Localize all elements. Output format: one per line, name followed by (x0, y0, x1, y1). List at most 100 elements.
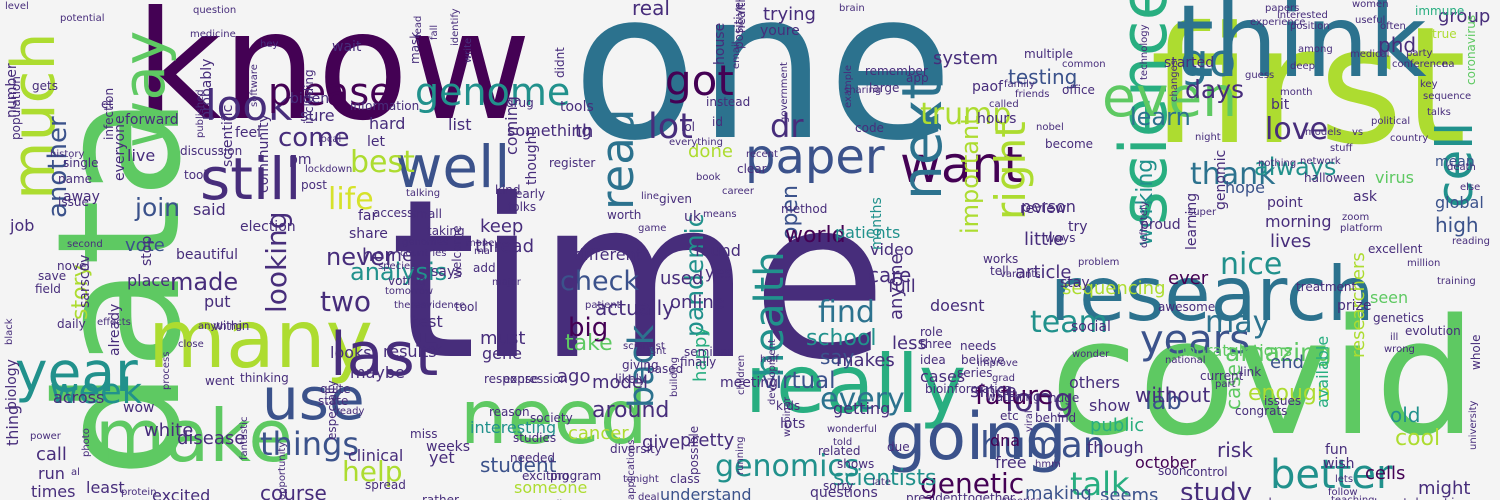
word-tools: tools (560, 99, 594, 115)
word-national: national (1165, 355, 1206, 366)
word-common: common (1062, 59, 1106, 70)
word-tool: tool (455, 300, 478, 314)
word-never: never (326, 243, 395, 271)
word-party: party (1406, 48, 1433, 59)
word-analysis: analysis (350, 258, 448, 286)
word-power: power (30, 431, 61, 442)
word-bit: bit (1271, 97, 1290, 113)
word-death: death (1447, 162, 1476, 173)
word-wonder: wonder (1072, 349, 1110, 360)
word-grad: grad (992, 373, 1015, 384)
word-among: among (1298, 44, 1333, 55)
word-issue: issue (58, 195, 89, 209)
word-major: major (492, 277, 521, 288)
word-show: show (1089, 396, 1131, 415)
word-time: time (390, 152, 888, 408)
word-discussion: discussion (180, 144, 243, 158)
word-immune: immune (1415, 4, 1465, 18)
word-october: october (1135, 453, 1197, 472)
word-process: process (161, 351, 172, 390)
word-multiple: multiple (1024, 47, 1074, 61)
word-lives: lives (1270, 231, 1312, 252)
word-paper: paper (745, 129, 885, 185)
word-full: full (888, 276, 916, 297)
word-clinical: clinical (348, 446, 404, 465)
word-reading: reading (1452, 236, 1490, 247)
word-didnt: didnt (553, 47, 567, 78)
word-really: really (745, 338, 967, 431)
word-free: free (995, 453, 1027, 472)
word-little: little (1024, 229, 1065, 250)
word-country: country (1390, 133, 1429, 144)
word-morning: morning (1265, 212, 1332, 231)
word-find: find (818, 295, 875, 330)
word-trying: trying (763, 4, 816, 25)
word-results: results (383, 342, 437, 361)
word-likely: likely (615, 372, 647, 386)
word-ok: ok (428, 342, 443, 356)
word-make: make (95, 394, 293, 478)
word-mean: mean (1435, 154, 1475, 170)
word-platform: platform (1340, 223, 1383, 234)
word-days: days (1185, 75, 1245, 104)
word-response: response (484, 372, 539, 386)
word-development: development (767, 339, 778, 405)
word-network: network (1300, 156, 1341, 167)
word-ways: ways (1045, 231, 1076, 245)
word-well: well (395, 133, 511, 201)
word-seminar: seminar (684, 345, 733, 359)
word-need: need (460, 373, 648, 461)
word-hard: hard (369, 114, 406, 133)
word-anything: anything (198, 321, 243, 332)
word-times: times (31, 482, 76, 500)
word-check: check (560, 266, 640, 297)
word-second: second (67, 239, 103, 250)
word-zoom: zoom (1342, 212, 1370, 223)
word-including: including (302, 69, 316, 124)
word-nothing: nothing (1258, 158, 1297, 169)
word-vote: vote (125, 235, 165, 256)
word-virtual: virtual (762, 368, 836, 394)
word-experience: experience (1250, 17, 1306, 28)
word-congrats: congrats (1235, 404, 1288, 418)
word-congratulations: congratulations (1167, 341, 1292, 360)
word-disease: disease (177, 428, 246, 449)
word-must: must (480, 328, 526, 349)
word-thank: thank (1190, 157, 1276, 192)
word-useful: useful (1355, 15, 1386, 26)
word-medicine: medicine (190, 29, 236, 40)
word-excited: excited (152, 486, 211, 500)
word-biden: biden (290, 91, 330, 107)
word-group: group (1438, 6, 1491, 27)
word-something: something (507, 121, 592, 140)
word-remember: remember (865, 64, 928, 78)
word-post: post (301, 178, 327, 192)
word-someone: someone (514, 478, 588, 497)
word-field: field (35, 282, 61, 296)
word-always: always (1254, 153, 1337, 181)
word-getting: getting (833, 399, 891, 418)
word-thinking: thinking (240, 371, 289, 385)
word-human: human (980, 425, 1106, 466)
word-global: global (1435, 193, 1484, 212)
word-uk: uk (684, 209, 701, 225)
word-says: says (431, 264, 463, 280)
word-small: small (410, 207, 442, 221)
word-research: research (1050, 250, 1375, 338)
word-talking: talking (406, 188, 441, 199)
word-lot: lot (648, 107, 693, 147)
word-society: society (530, 411, 573, 425)
word-let: let (367, 134, 385, 150)
word-study: study (1180, 478, 1253, 500)
word-seen: seen (1370, 288, 1409, 307)
word-questions: questions (810, 485, 878, 500)
word-position: position (1290, 21, 1330, 32)
word-last: last (330, 320, 439, 390)
word-shows: shows (837, 457, 875, 471)
word-early: early (515, 187, 546, 201)
word-studies: studies (513, 431, 557, 445)
word-genomic: genomic (1213, 149, 1229, 210)
word-look: look (205, 81, 293, 130)
word-share: share (349, 226, 388, 242)
word-read: read (591, 108, 644, 210)
